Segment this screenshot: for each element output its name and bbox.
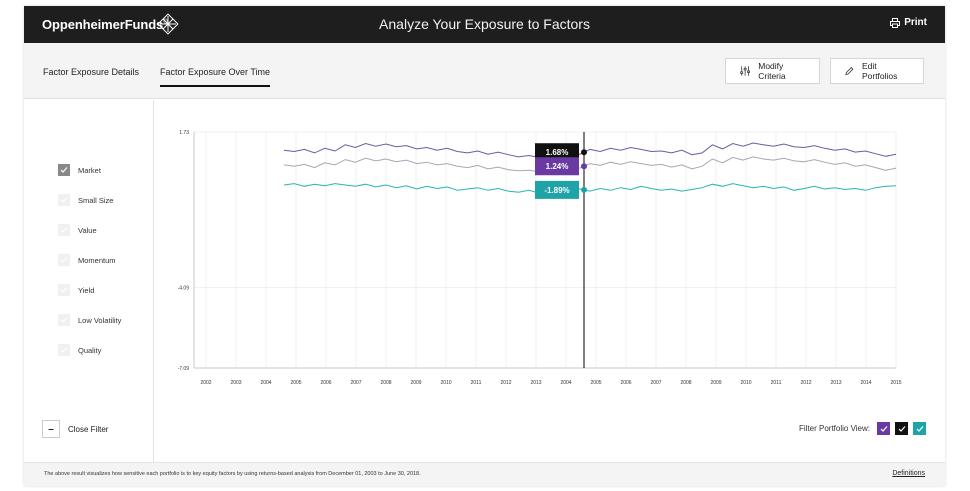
brand-logo-icon — [157, 13, 179, 35]
x-tick-label: 2009 — [710, 380, 721, 386]
x-tick-label: 2012 — [500, 380, 511, 386]
close-filter-label: Close Filter — [68, 424, 109, 434]
check-icon — [898, 425, 905, 432]
x-tick-label: 2011 — [771, 380, 782, 386]
x-tick-label: 2015 — [890, 380, 901, 386]
x-tick-label: 2005 — [590, 380, 601, 386]
x-tick-label: 2004 — [560, 380, 571, 386]
factor-label: Market — [78, 165, 101, 175]
factor-label: Small Size — [78, 195, 114, 205]
minus-icon: – — [42, 420, 60, 438]
value-tooltip-label: -1.89% — [544, 186, 569, 195]
x-tick-label: 2011 — [471, 380, 482, 386]
cursor-point-1 — [581, 149, 587, 156]
series-line-3 — [283, 183, 897, 194]
edit-portfolios-button[interactable]: Edit Portfolios — [830, 58, 924, 84]
factor-exposure-chart: 2002 2003 2004 2005 2006 2007 2008 2009 2010 2011… — [178, 130, 902, 386]
x-tick-label: 2014 — [860, 380, 871, 386]
footer-bar: The above result visualizes how sensitiv… — [24, 462, 945, 486]
y-tick-label: -4.09 — [178, 286, 190, 292]
print-button[interactable]: Print — [890, 17, 927, 28]
check-icon — [60, 287, 68, 293]
x-tick-label: 2005 — [290, 380, 301, 386]
filter-portfolio-view: Filter Portfolio View: — [799, 422, 926, 435]
printer-icon — [890, 17, 901, 28]
factor-filter-panel: Market Small Size Value Momentum Yield L… — [24, 100, 154, 462]
x-tick-label: 2013 — [830, 380, 841, 386]
check-icon — [880, 425, 887, 432]
brand-logo-text[interactable]: OppenheimerFunds® — [42, 17, 168, 32]
check-icon — [60, 227, 68, 233]
factor-checkbox-value[interactable]: Value — [58, 224, 97, 236]
x-tick-label: 2007 — [350, 380, 361, 386]
x-tick-label: 2006 — [320, 380, 331, 386]
factor-checkbox-momentum[interactable]: Momentum — [58, 254, 116, 266]
app-frame: OppenheimerFunds® Analyze Your Exposure … — [24, 6, 945, 486]
print-label: Print — [904, 17, 927, 28]
factor-label: Value — [78, 225, 97, 235]
check-icon — [60, 317, 68, 323]
checkbox-box — [58, 344, 70, 356]
checkbox-box — [58, 284, 70, 296]
checkbox-box — [58, 314, 70, 326]
checkbox-box — [58, 164, 70, 176]
x-tick-label: 2010 — [740, 380, 751, 386]
x-tick-label: 2003 — [230, 380, 241, 386]
factor-checkbox-yield[interactable]: Yield — [58, 284, 94, 296]
modify-criteria-label: Modify Criteria — [758, 61, 786, 81]
factor-label: Quality — [78, 345, 102, 355]
x-tick-label: 2007 — [650, 380, 661, 386]
check-icon — [916, 425, 923, 432]
check-icon — [60, 347, 68, 353]
factor-label: Yield — [78, 285, 95, 295]
factor-label: Momentum — [78, 255, 116, 265]
x-tick-label: 2002 — [200, 380, 211, 386]
x-tick-label: 2006 — [620, 380, 631, 386]
portfolio-toggle-1[interactable] — [877, 422, 890, 435]
check-icon — [60, 257, 68, 263]
value-tooltip-label: 1.68% — [546, 148, 569, 157]
factor-checkbox-quality[interactable]: Quality — [58, 344, 101, 356]
x-tick-label: 2009 — [410, 380, 421, 386]
x-tick-label: 2008 — [380, 380, 391, 386]
cursor-point-2 — [581, 163, 587, 170]
cursor-point-3 — [581, 186, 587, 193]
portfolio-toggle-3[interactable] — [913, 422, 926, 435]
definitions-link[interactable]: Definitions — [892, 470, 925, 477]
analysis-footnote: The above result visualizes how sensitiv… — [44, 471, 421, 477]
value-tooltip-3 — [535, 180, 579, 199]
checkbox-box — [58, 194, 70, 206]
value-tooltip-1 — [535, 143, 579, 162]
factor-checkbox-low-volatility[interactable]: Low Volatility — [58, 314, 121, 326]
check-icon — [60, 197, 68, 203]
check-icon — [60, 167, 68, 173]
checkbox-box — [58, 254, 70, 266]
tab-factor-exposure-details[interactable]: Factor Exposure Details — [43, 67, 140, 77]
x-tick-label: 2004 — [260, 380, 271, 386]
sliders-icon — [740, 66, 750, 76]
close-filter-button[interactable]: – Close Filter — [42, 420, 108, 438]
top-bar: OppenheimerFunds® Analyze Your Exposure … — [24, 6, 945, 43]
x-tick-label: 2013 — [530, 380, 541, 386]
factor-label: Low Volatility — [78, 315, 122, 325]
series-line-2 — [283, 156, 897, 173]
checkbox-box — [58, 224, 70, 236]
factor-checkbox-small-size[interactable]: Small Size — [58, 194, 113, 206]
value-tooltip-2 — [535, 157, 579, 176]
filter-portfolio-view-label: Filter Portfolio View: — [799, 424, 870, 433]
y-tick-label: 1.73 — [179, 130, 189, 136]
tab-factor-exposure-over-time[interactable]: Factor Exposure Over Time — [160, 67, 271, 87]
x-tick-label: 2012 — [800, 380, 811, 386]
tab-bar: Factor Exposure Details Factor Exposure … — [24, 43, 945, 99]
series-line-1 — [283, 142, 897, 159]
x-tick-label: 2010 — [440, 380, 451, 386]
modify-criteria-button[interactable]: Modify Criteria — [725, 58, 820, 84]
portfolio-toggle-2[interactable] — [895, 422, 908, 435]
y-tick-label: -7.09 — [178, 366, 190, 372]
x-tick-label: 2008 — [680, 380, 691, 386]
factor-checkbox-market[interactable]: Market — [58, 164, 101, 176]
pencil-icon — [845, 67, 854, 76]
edit-portfolios-label: Edit Portfolios — [861, 61, 898, 81]
value-tooltip-label: 1.24% — [546, 162, 569, 171]
